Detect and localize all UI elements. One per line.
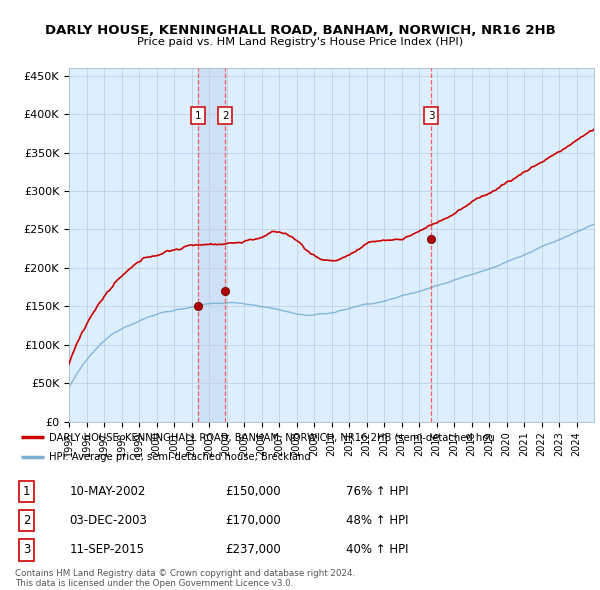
Text: 10-MAY-2002: 10-MAY-2002 [70,485,146,498]
Text: 03-DEC-2003: 03-DEC-2003 [70,514,148,527]
Text: DARLY HOUSE, KENNINGHALL ROAD, BANHAM, NORWICH, NR16 2HB (semi-detached hou: DARLY HOUSE, KENNINGHALL ROAD, BANHAM, N… [49,432,495,442]
Text: 1: 1 [23,485,30,498]
Text: £237,000: £237,000 [225,543,281,556]
Text: Contains HM Land Registry data © Crown copyright and database right 2024.
This d: Contains HM Land Registry data © Crown c… [15,569,355,588]
Text: Price paid vs. HM Land Registry's House Price Index (HPI): Price paid vs. HM Land Registry's House … [137,37,463,47]
Bar [198,68,225,422]
Text: 3: 3 [428,110,434,120]
Text: £150,000: £150,000 [225,485,281,498]
Text: 48% ↑ HPI: 48% ↑ HPI [346,514,409,527]
Text: HPI: Average price, semi-detached house, Breckland: HPI: Average price, semi-detached house,… [49,452,311,462]
Text: 1: 1 [194,110,201,120]
Text: 40% ↑ HPI: 40% ↑ HPI [346,543,409,556]
Text: 2: 2 [222,110,229,120]
Text: £170,000: £170,000 [225,514,281,527]
Text: 76% ↑ HPI: 76% ↑ HPI [346,485,409,498]
Text: 2: 2 [23,514,30,527]
Text: DARLY HOUSE, KENNINGHALL ROAD, BANHAM, NORWICH, NR16 2HB: DARLY HOUSE, KENNINGHALL ROAD, BANHAM, N… [44,24,556,37]
Text: 11-SEP-2015: 11-SEP-2015 [70,543,145,556]
Text: 3: 3 [23,543,30,556]
